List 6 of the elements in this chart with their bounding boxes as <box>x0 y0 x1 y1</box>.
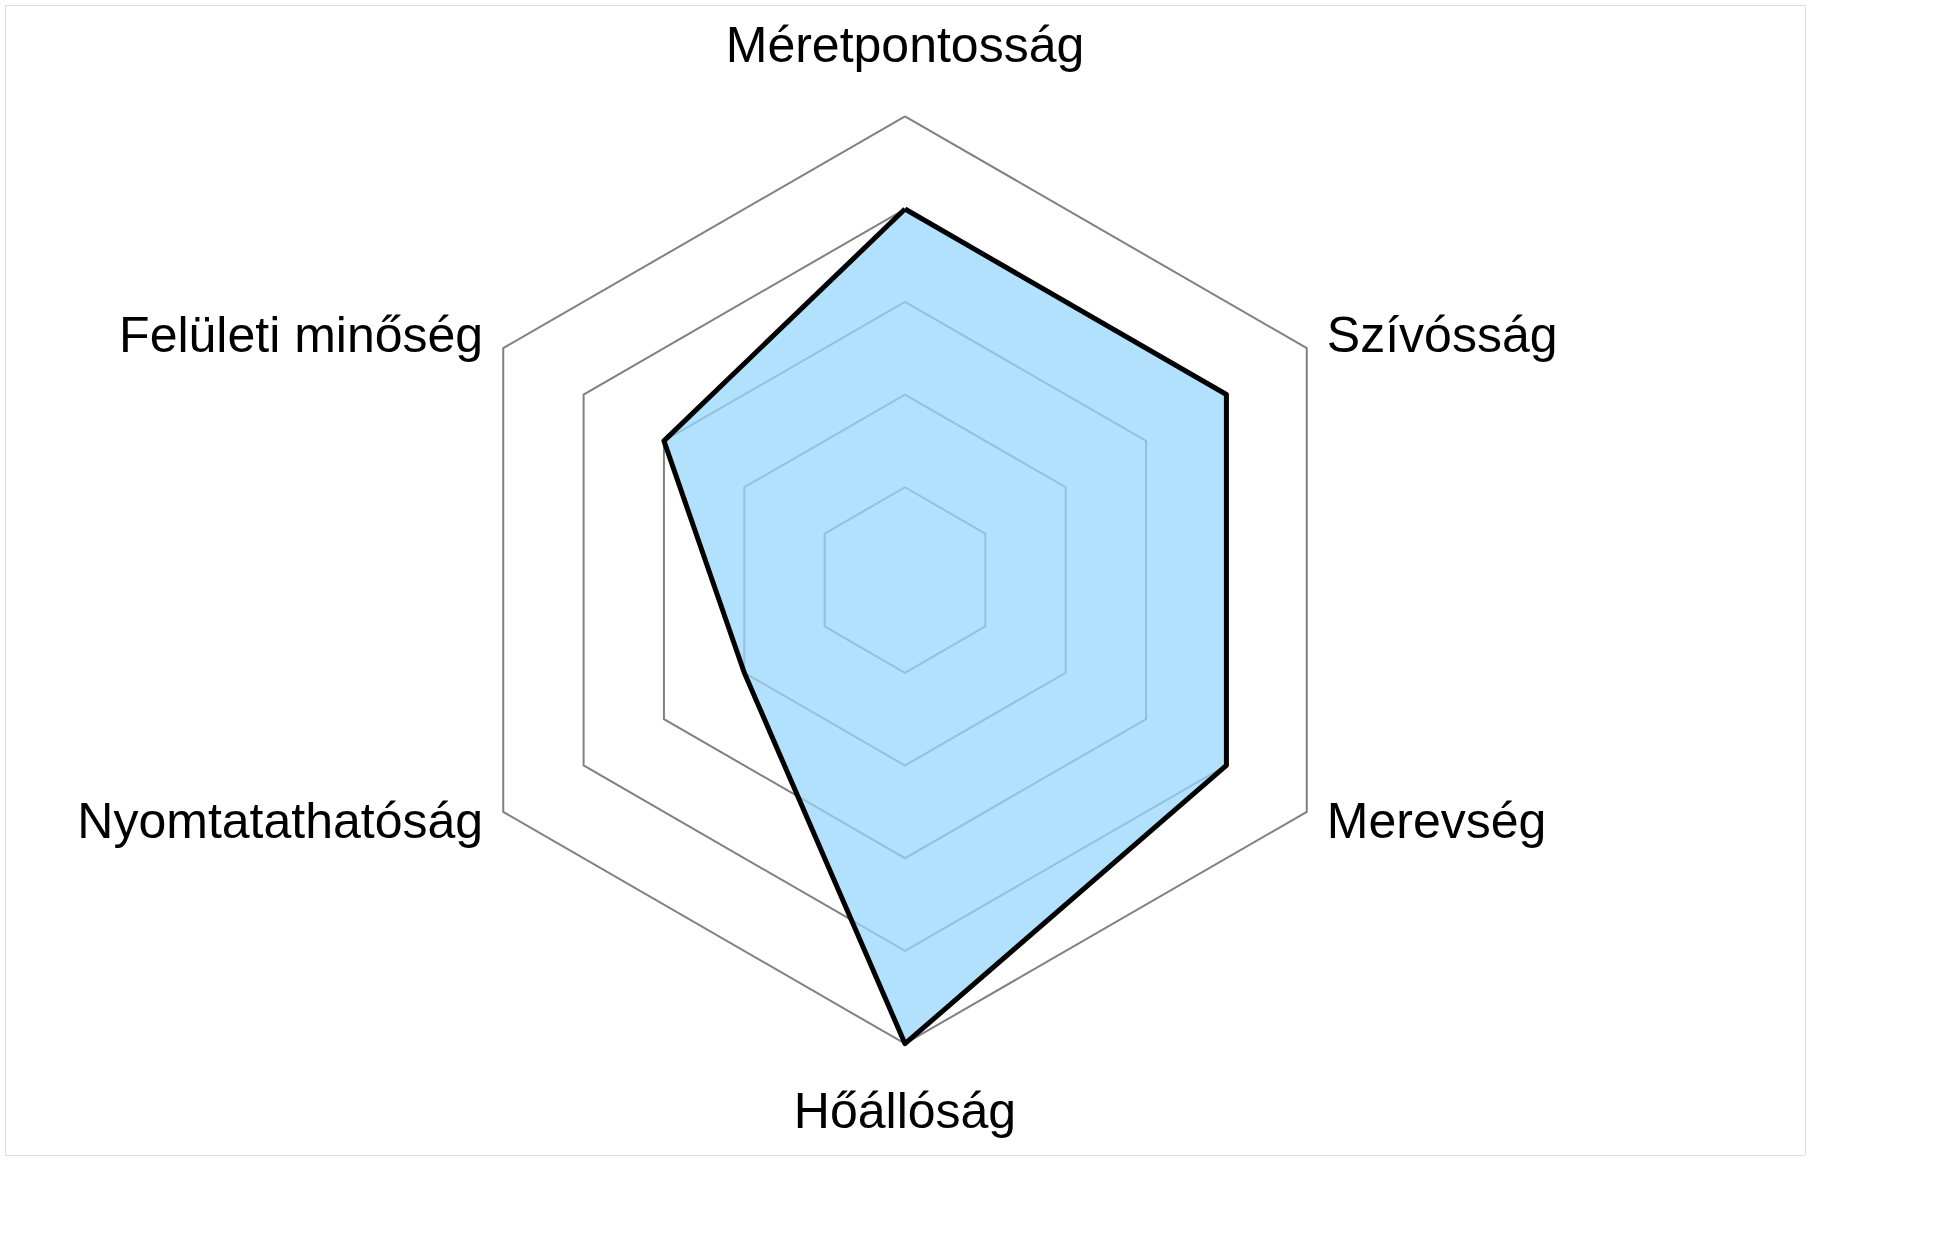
spoke-label: Merevség <box>1326 793 1547 850</box>
spoke-label: Nyomtatathatóság <box>77 793 484 850</box>
spoke-label: Méretpontosság <box>725 16 1085 73</box>
spoke-label: Hőállóság <box>793 1083 1017 1140</box>
spoke-label: Felületi minőség <box>119 306 484 363</box>
spoke-label: Szívósság <box>1326 306 1558 363</box>
